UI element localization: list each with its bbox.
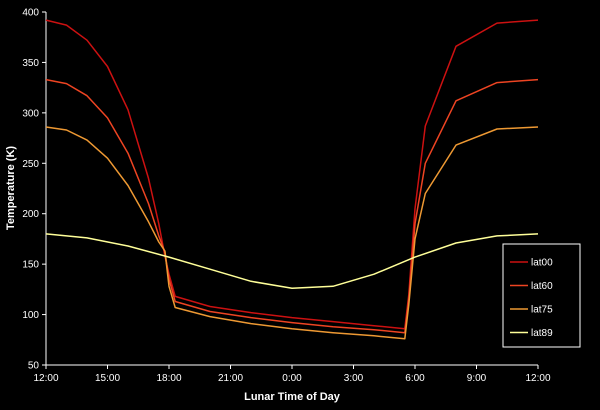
y-tick-label: 250 — [22, 159, 39, 170]
y-ticks: 50 100 150 200 250 300 350 400 — [22, 8, 46, 372]
legend-label: lat75 — [531, 305, 553, 316]
y-tick-label: 200 — [22, 209, 39, 220]
x-ticks: 12:00 15:00 18:00 21:00 0:00 3:00 6:00 9:00 12:0… — [33, 365, 551, 384]
legend-label: lat89 — [531, 328, 553, 339]
x-tick-label: 18:00 — [156, 373, 181, 384]
x-tick-label: 0:00 — [282, 373, 302, 384]
y-tick-label: 50 — [28, 361, 40, 372]
x-tick-label: 15:00 — [95, 373, 120, 384]
y-tick-label: 400 — [22, 8, 39, 19]
y-tick-label: 300 — [22, 108, 39, 119]
legend-label: lat00 — [531, 258, 553, 269]
x-tick-label: 6:00 — [405, 373, 425, 384]
legend-label: lat60 — [531, 281, 553, 292]
legend-box — [502, 243, 581, 348]
y-tick-label: 100 — [22, 310, 39, 321]
series-line-lat89 — [45, 233, 539, 290]
x-tick-label: 12:00 — [33, 373, 58, 384]
y-axis-title: Temperature (K) — [5, 146, 17, 230]
series-lines — [45, 19, 539, 340]
series-line-lat00 — [45, 19, 539, 330]
x-tick-label: 21:00 — [218, 373, 243, 384]
x-axis-title: Lunar Time of Day — [244, 391, 341, 403]
series-line-lat60 — [45, 78, 539, 334]
legend: lat00 lat60 lat75 lat89 — [502, 243, 581, 348]
x-tick-label: 3:00 — [344, 373, 364, 384]
x-tick-label: 12:00 — [525, 373, 550, 384]
y-tick-label: 350 — [22, 58, 39, 69]
y-tick-label: 150 — [22, 260, 39, 271]
x-tick-label: 9:00 — [467, 373, 487, 384]
series-line-lat75 — [45, 126, 539, 340]
